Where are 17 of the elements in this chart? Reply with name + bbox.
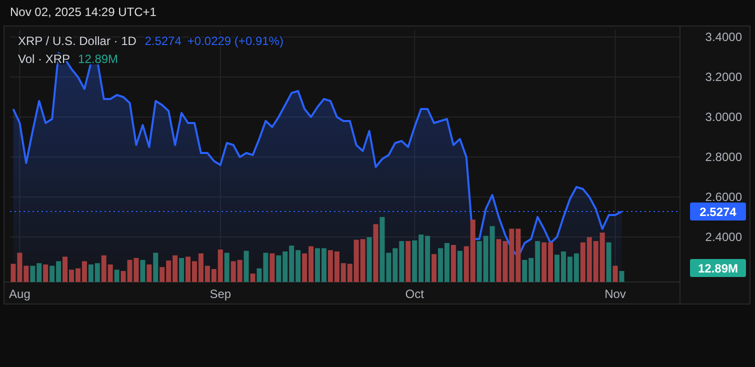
y-tick-label: 3.0000 <box>705 110 742 124</box>
x-tick-label: Aug <box>9 287 30 301</box>
x-tick-label: Nov <box>604 287 626 301</box>
x-tick-label: Sep <box>210 287 232 301</box>
annotation: +0.0229 (+0.91%) <box>187 34 284 48</box>
y-tick-label: 2.6000 <box>705 190 742 204</box>
chart-title: XRP / U.S. Dollar · 1D <box>18 34 137 48</box>
text: 12.89M <box>78 52 118 66</box>
annotation: 2.5274 <box>144 34 182 48</box>
ref-line-label: 2.5274 <box>700 205 737 220</box>
y-tick-label: 3.2000 <box>705 70 742 84</box>
y-tick-label: 3.4000 <box>705 30 742 44</box>
text: 12.89M <box>698 262 738 276</box>
y-tick-label: 2.4000 <box>705 230 742 244</box>
y-tick-label: 2.8000 <box>705 150 742 164</box>
text: Nov 02, 2025 14:29 UTC+1 <box>10 5 157 19</box>
x-tick-label: Oct <box>405 287 425 301</box>
